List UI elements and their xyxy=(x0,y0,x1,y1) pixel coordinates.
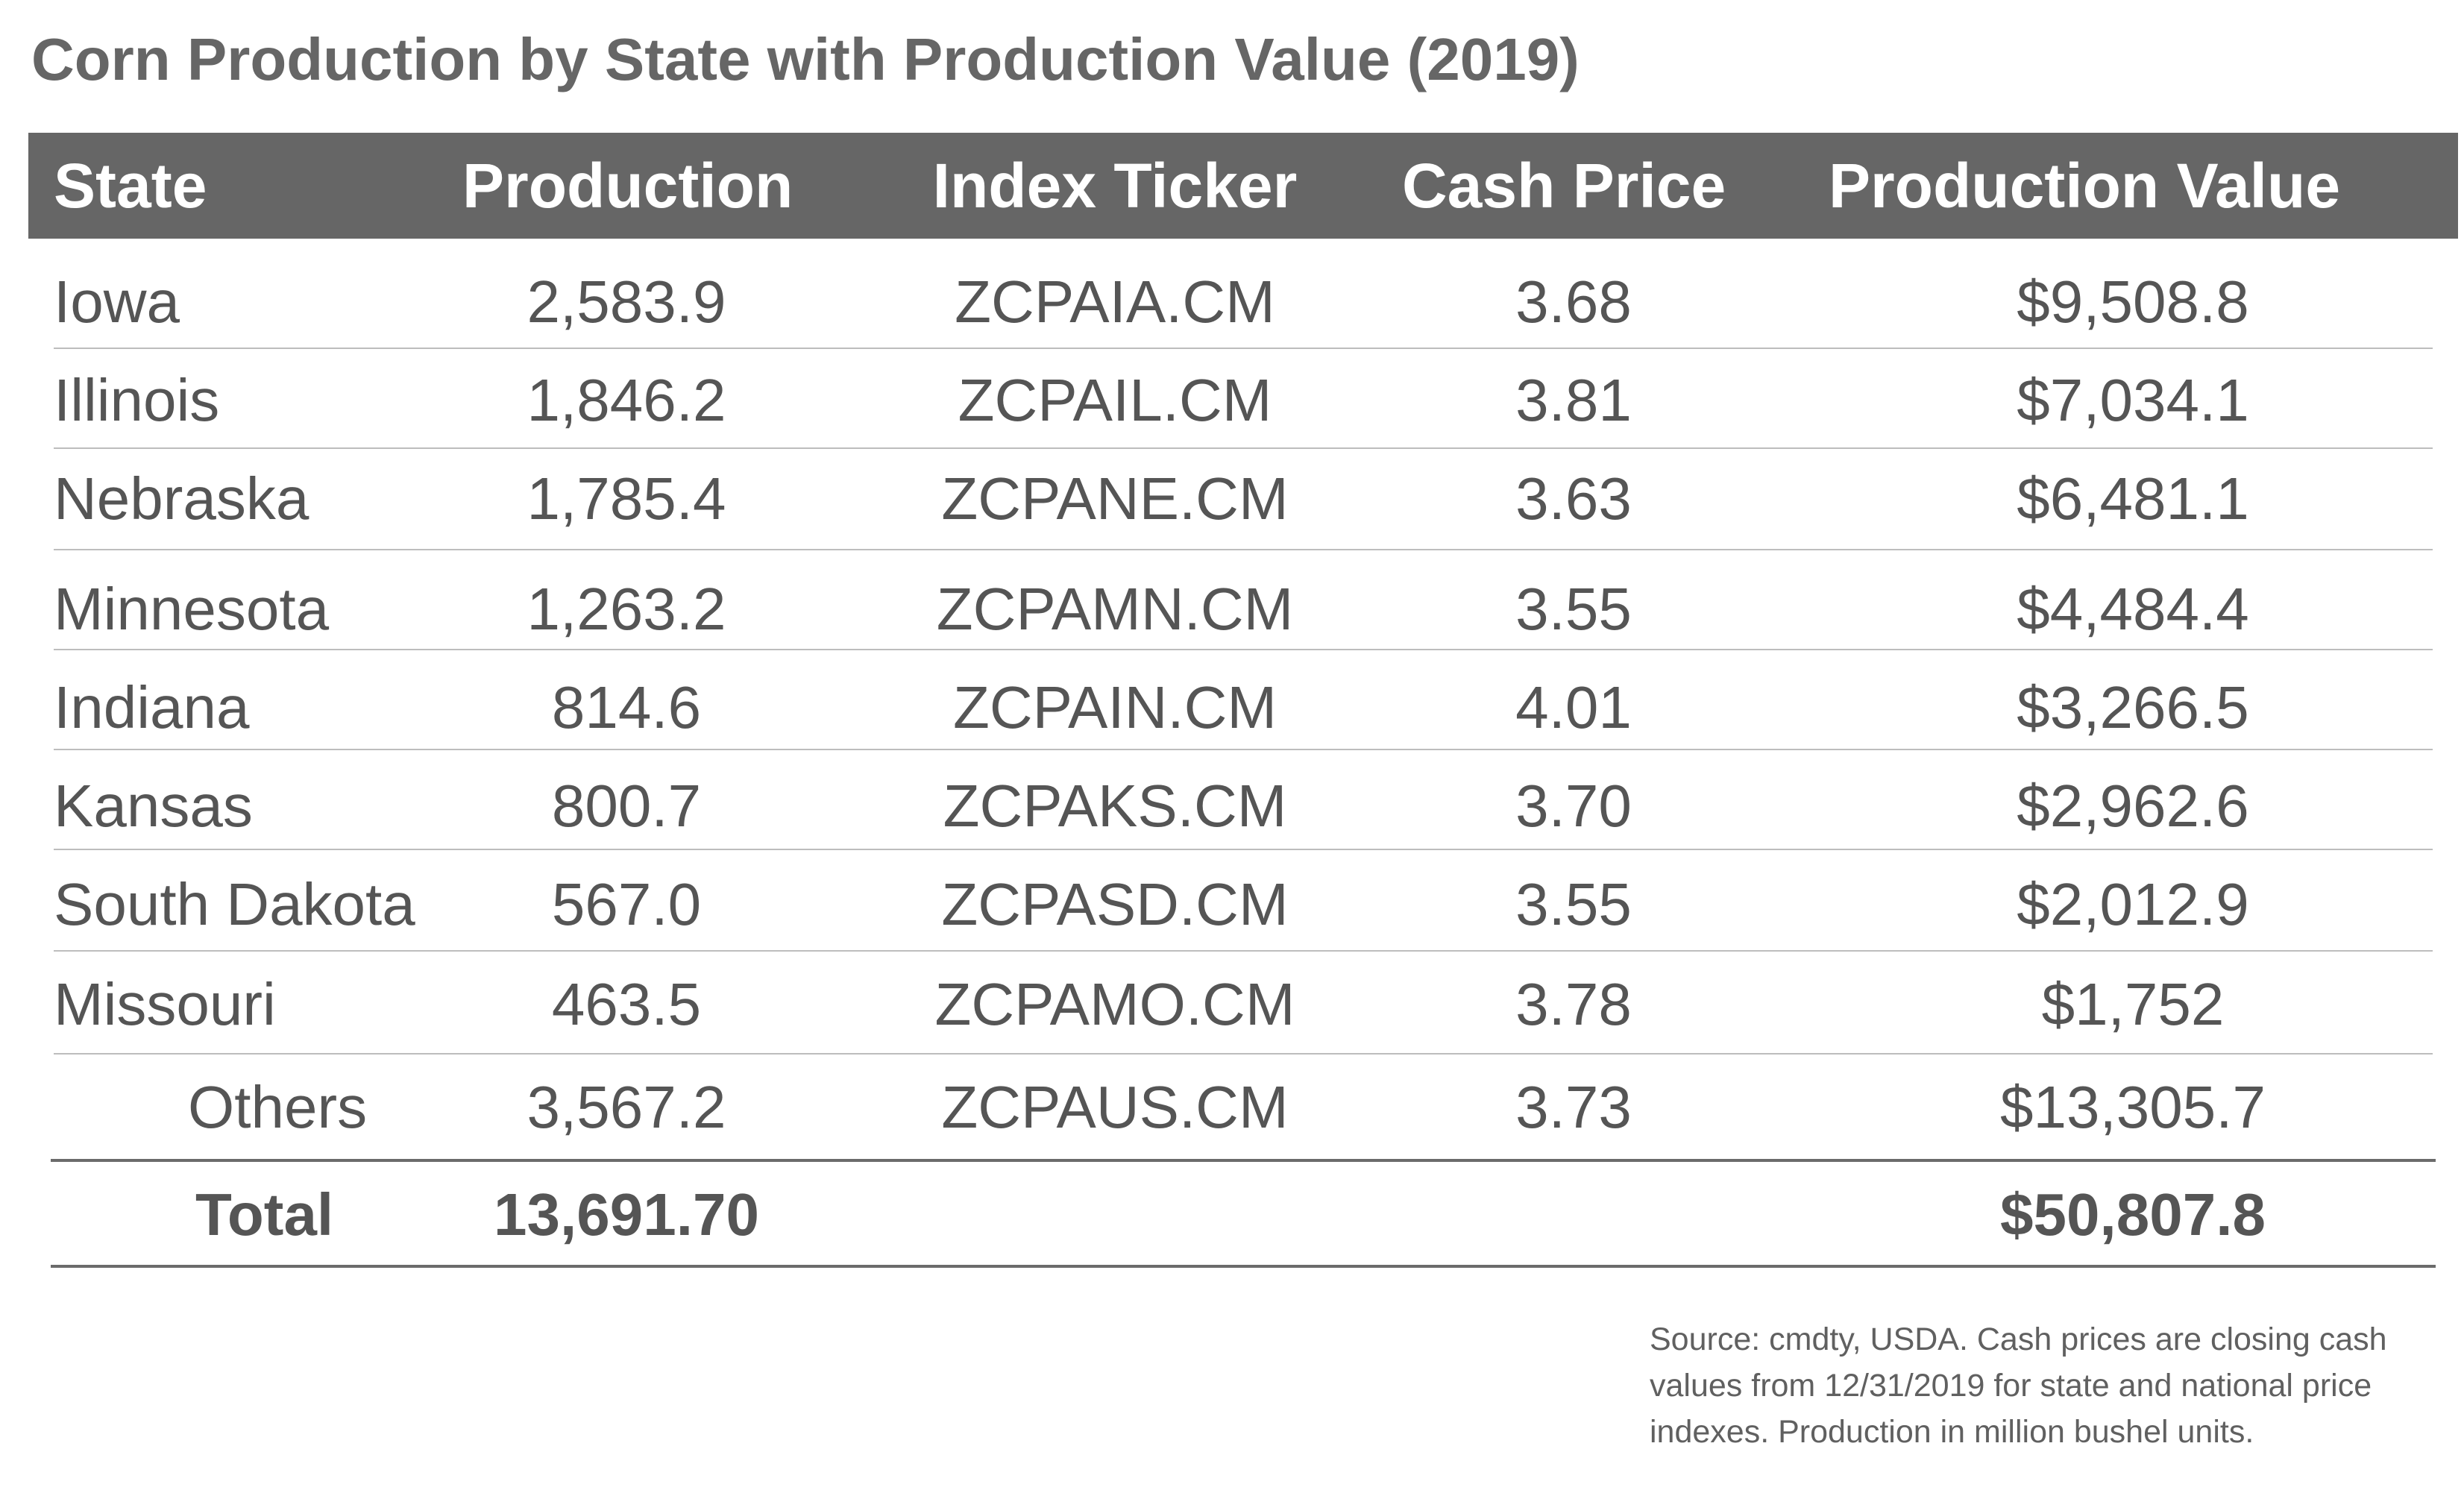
ticker-cell: ZCPANE.CM xyxy=(941,465,1289,532)
production-value-cell: $3,266.5 xyxy=(2017,674,2249,741)
header-production: Production xyxy=(462,151,793,221)
table-row: Nebraska 1,785.4 ZCPANE.CM 3.63 $6,481.1 xyxy=(0,450,2464,547)
production-value-cell: $2,962.6 xyxy=(2017,773,2249,839)
total-divider xyxy=(51,1265,2436,1268)
production-cell: 3,567.2 xyxy=(527,1074,726,1140)
production-cell: 463.5 xyxy=(551,971,702,1037)
ticker-cell: ZCPASD.CM xyxy=(941,871,1289,937)
source-note: Source: cmdty, USDA. Cash prices are clo… xyxy=(1650,1316,2459,1455)
production-value-cell: $7,034.1 xyxy=(2017,367,2249,433)
header-index-ticker: Index Ticker xyxy=(932,151,1298,221)
row-divider xyxy=(54,649,2433,650)
ticker-cell: ZCPAKS.CM xyxy=(943,773,1287,839)
cash-price-cell: 3.70 xyxy=(1515,773,1632,839)
table-row: South Dakota 567.0 ZCPASD.CM 3.55 $2,012.9 xyxy=(0,856,2464,953)
production-value-cell: $9,508.8 xyxy=(2017,268,2249,335)
table-row: Kansas 800.7 ZCPAKS.CM 3.70 $2,962.6 xyxy=(0,758,2464,855)
ticker-cell: ZCPAIA.CM xyxy=(955,268,1275,335)
row-divider xyxy=(54,950,2433,952)
cash-price-cell: 3.55 xyxy=(1515,871,1632,937)
table-row: Minnesota 1,263.2 ZCPAMN.CM 3.55 $4,484.4 xyxy=(0,561,2464,658)
ticker-cell: ZCPAIN.CM xyxy=(952,674,1277,741)
cash-price-cell: 3.73 xyxy=(1515,1074,1632,1140)
total-divider xyxy=(51,1159,2436,1162)
cash-price-cell: 3.81 xyxy=(1515,367,1632,433)
table-row: Missouri 463.5 ZCPAMO.CM 3.78 $1,752 xyxy=(0,956,2464,1053)
state-cell: Missouri xyxy=(54,971,276,1037)
total-label: Total xyxy=(195,1181,334,1248)
ticker-cell: ZCPAMO.CM xyxy=(934,971,1295,1037)
cash-price-cell: 3.55 xyxy=(1515,576,1632,642)
ticker-cell: ZCPAIL.CM xyxy=(958,367,1272,433)
production-cell: 2,583.9 xyxy=(527,268,726,335)
table-header: State Production Index Ticker Cash Price… xyxy=(28,133,2458,239)
ticker-cell: ZCPAUS.CM xyxy=(941,1074,1289,1140)
cash-price-cell: 3.78 xyxy=(1515,971,1632,1037)
table-row: Illinois 1,846.2 ZCPAIL.CM 3.81 $7,034.1 xyxy=(0,352,2464,449)
source-note-line: values from 12/31/2019 for state and nat… xyxy=(1650,1368,2372,1404)
source-note-line: indexes. Production in million bushel un… xyxy=(1650,1414,2254,1450)
state-cell: Others xyxy=(188,1074,368,1140)
header-cash-price: Cash Price xyxy=(1402,151,1726,221)
cash-price-cell: 3.63 xyxy=(1515,465,1632,532)
production-value-cell: $6,481.1 xyxy=(2017,465,2249,532)
header-state: State xyxy=(54,151,207,221)
total-row: Total 13,691.70 $50,807.8 xyxy=(0,1166,2464,1263)
production-value-cell: $2,012.9 xyxy=(2017,871,2249,937)
production-cell: 800.7 xyxy=(551,773,702,839)
chart-title: Corn Production by State with Production… xyxy=(31,26,1580,92)
cash-price-cell: 4.01 xyxy=(1515,674,1632,741)
production-cell: 814.6 xyxy=(551,674,702,741)
production-cell: 1,785.4 xyxy=(527,465,726,532)
production-cell: 567.0 xyxy=(551,871,702,937)
table-row: Indiana 814.6 ZCPAIN.CM 4.01 $3,266.5 xyxy=(0,659,2464,756)
table-row: Iowa 2,583.9 ZCPAIA.CM 3.68 $9,508.8 xyxy=(0,254,2464,351)
state-cell: Nebraska xyxy=(54,465,309,532)
state-cell: Kansas xyxy=(54,773,253,839)
state-cell: Iowa xyxy=(54,268,180,335)
state-cell: Indiana xyxy=(54,674,250,741)
production-cell: 1,263.2 xyxy=(527,576,726,642)
total-production: 13,691.70 xyxy=(494,1181,759,1248)
total-production-value: $50,807.8 xyxy=(2000,1181,2266,1248)
state-cell: Minnesota xyxy=(54,576,330,642)
state-cell: South Dakota xyxy=(54,871,415,937)
row-divider xyxy=(54,749,2433,750)
table-row: Others 3,567.2 ZCPAUS.CM 3.73 $13,305.7 xyxy=(0,1059,2464,1156)
header-production-value: Production Value xyxy=(1828,151,2341,221)
production-value-cell: $1,752 xyxy=(2041,971,2225,1037)
source-note-line: Source: cmdty, USDA. Cash prices are clo… xyxy=(1650,1321,2387,1357)
production-value-cell: $4,484.4 xyxy=(2017,576,2249,642)
row-divider xyxy=(54,348,2433,349)
ticker-cell: ZCPAMN.CM xyxy=(936,576,1294,642)
row-divider xyxy=(54,549,2433,550)
row-divider xyxy=(54,447,2433,449)
row-divider xyxy=(54,849,2433,850)
production-value-cell: $13,305.7 xyxy=(2000,1074,2266,1140)
cash-price-cell: 3.68 xyxy=(1515,268,1632,335)
state-cell: Illinois xyxy=(54,367,220,433)
production-cell: 1,846.2 xyxy=(527,367,726,433)
row-divider xyxy=(54,1053,2433,1055)
